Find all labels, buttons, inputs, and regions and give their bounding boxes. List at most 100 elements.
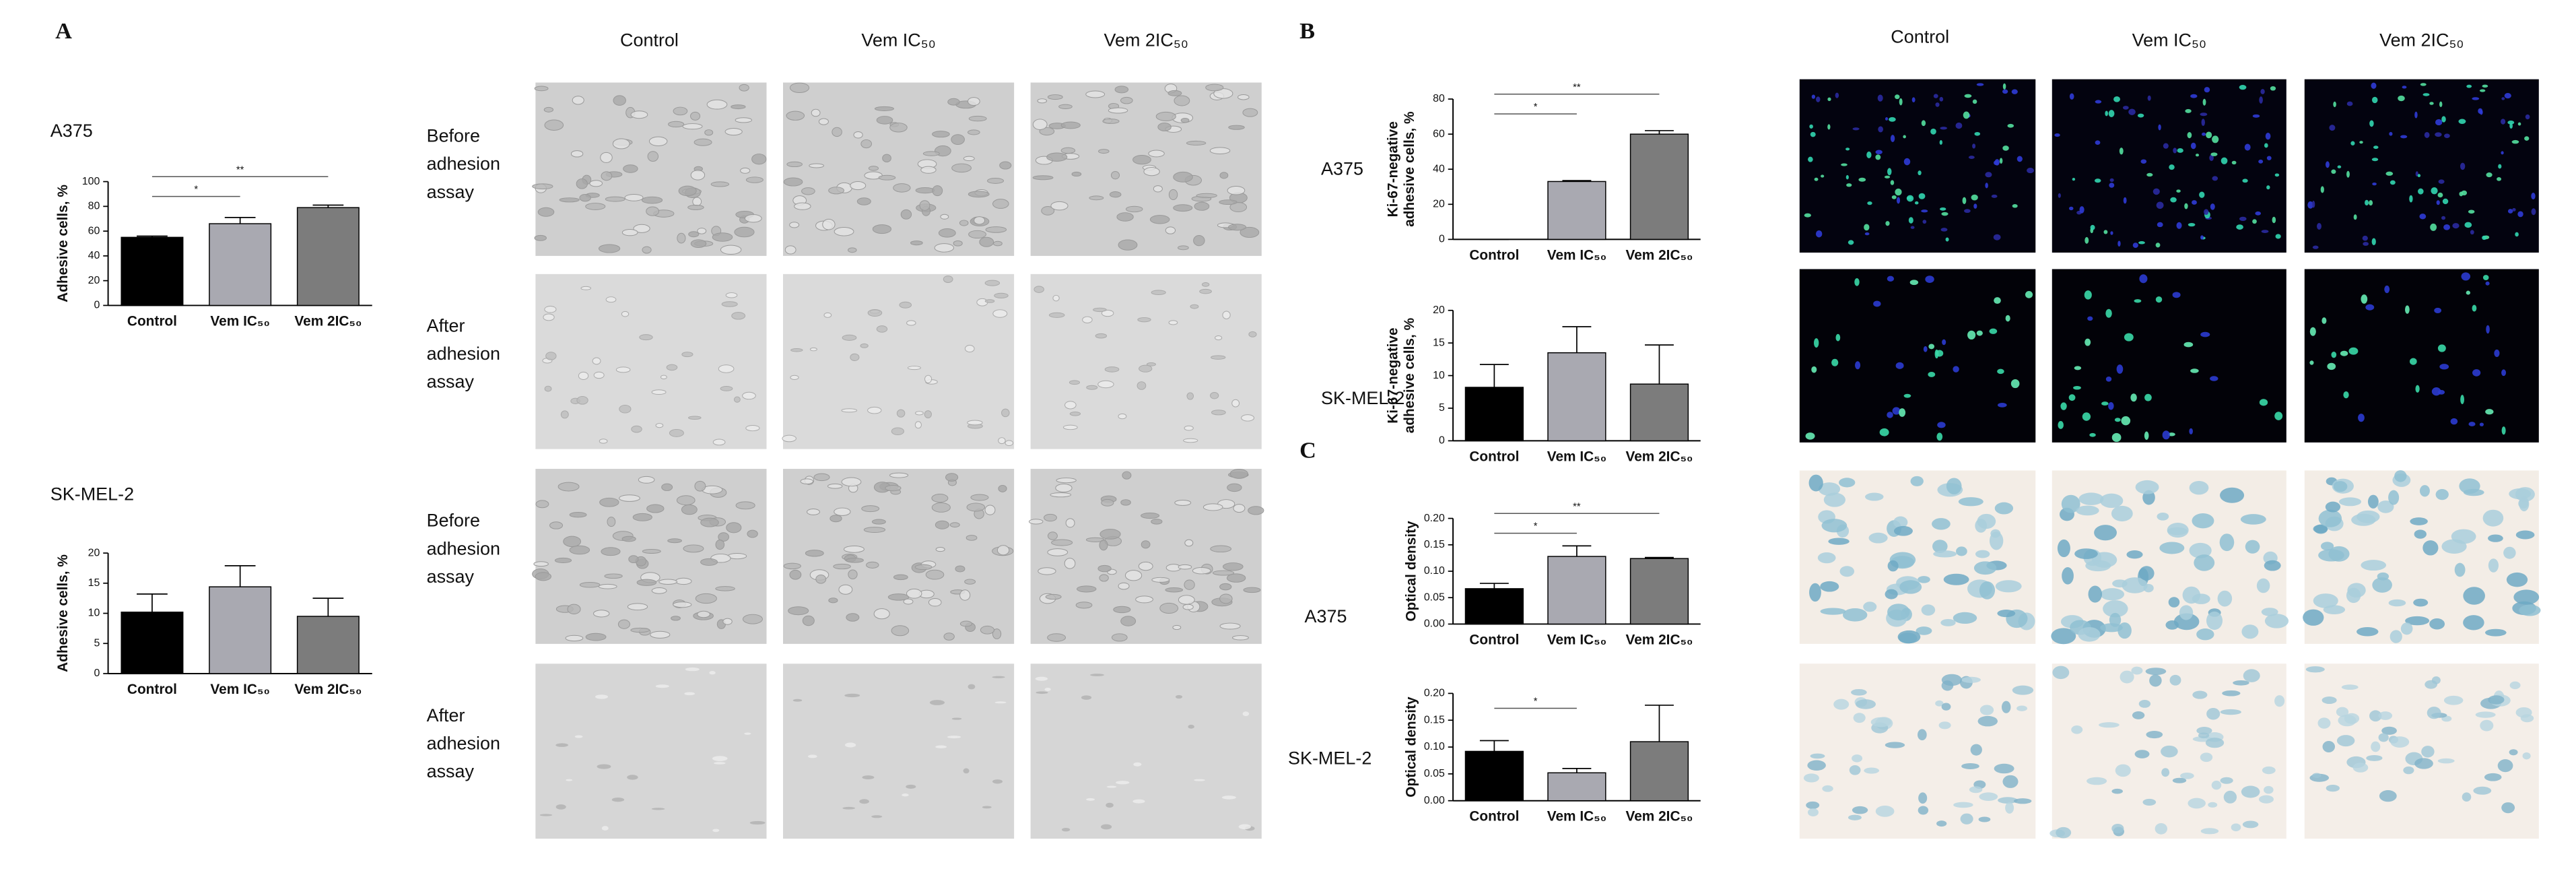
- cell: [1219, 172, 1229, 179]
- cell: [646, 504, 665, 513]
- cell: [2210, 376, 2218, 381]
- cell: [1821, 174, 1825, 178]
- cell: [2058, 421, 2064, 429]
- cell: [1803, 773, 1819, 783]
- cell: [1928, 372, 1936, 377]
- cell: [1928, 344, 1935, 350]
- cell: [2485, 409, 2494, 415]
- cell: [2217, 590, 2233, 607]
- cell: [1242, 108, 1258, 117]
- error-bar: [1645, 556, 1674, 559]
- y-tick-label: 0: [1439, 234, 1445, 245]
- cell: [2340, 350, 2348, 356]
- cell: [2161, 768, 2170, 777]
- cell: [2204, 209, 2209, 215]
- cell: [2128, 108, 2136, 115]
- cell: [889, 472, 909, 478]
- cell: [2403, 766, 2414, 775]
- cell: [1969, 786, 1983, 793]
- x-tick-label: Vem IC₅₀: [1547, 632, 1606, 647]
- cell: [2132, 242, 2138, 249]
- cell: [1877, 94, 1883, 102]
- cell: [2461, 272, 2471, 281]
- cell: [1178, 595, 1195, 605]
- chart-title: A375: [1321, 159, 1363, 179]
- cell: [2501, 802, 2515, 814]
- cell: [1953, 366, 1959, 372]
- cell: [2087, 316, 2093, 321]
- bar: [121, 612, 184, 674]
- cell: [2219, 533, 2235, 552]
- cell: [1167, 90, 1182, 96]
- bar: [1464, 387, 1524, 442]
- cell: [1808, 474, 1823, 492]
- cell: [2439, 101, 2443, 108]
- cell: [2373, 145, 2379, 150]
- cell: [878, 174, 896, 181]
- cell: [2056, 827, 2072, 839]
- cell: [2325, 501, 2341, 513]
- cell: [1165, 587, 1184, 593]
- cell: [1964, 94, 1972, 98]
- cell: [809, 347, 817, 352]
- micrograph: [535, 273, 767, 449]
- cell: [924, 410, 932, 419]
- cell: [1146, 362, 1156, 366]
- cell: [1809, 583, 1821, 602]
- cell: [1051, 539, 1073, 546]
- cell: [2272, 216, 2276, 224]
- cell: [2512, 207, 2516, 212]
- cell: [1885, 589, 1898, 599]
- cell: [1933, 94, 1938, 98]
- cell: [1873, 300, 1881, 307]
- cell: [2239, 85, 2247, 90]
- cell: [1895, 94, 1900, 100]
- cell: [2124, 333, 2134, 342]
- cell: [841, 477, 862, 487]
- cell: [700, 517, 719, 527]
- cell: [1212, 570, 1235, 576]
- cell: [2507, 120, 2515, 125]
- cell: [1970, 744, 1982, 756]
- y-tick-label: 20: [1433, 304, 1445, 316]
- cell: [1233, 504, 1246, 513]
- cell: [2479, 89, 2486, 92]
- cell: [985, 226, 1007, 233]
- cell: [1831, 358, 1839, 366]
- cell: [2371, 82, 2377, 89]
- cell: [1174, 499, 1192, 506]
- cell: [1851, 688, 1867, 696]
- micrograph: [532, 469, 767, 644]
- cell: [2313, 593, 2338, 608]
- cell: [1997, 402, 2007, 408]
- x-tick-label: Vem IC₅₀: [210, 313, 269, 329]
- cell: [980, 625, 995, 635]
- cell: [853, 131, 863, 139]
- cell: [842, 806, 856, 810]
- cell: [2057, 539, 2070, 558]
- cell: [1815, 230, 1823, 238]
- cell: [2002, 145, 2009, 151]
- cell: [2365, 199, 2369, 206]
- cell: [2200, 752, 2213, 763]
- cell: [1979, 705, 1994, 715]
- cell: [589, 180, 603, 187]
- cell: [2060, 402, 2067, 410]
- cell: [595, 694, 609, 699]
- cell: [2131, 666, 2143, 675]
- cell: [834, 227, 854, 236]
- cell: [1190, 304, 1199, 309]
- cell: [1223, 562, 1244, 571]
- cell: [786, 161, 803, 168]
- cell: [2195, 154, 2200, 157]
- cell: [621, 536, 636, 542]
- cell: [885, 485, 902, 492]
- cell: [832, 127, 842, 137]
- micrograph-bg: [1799, 79, 2036, 253]
- cell: [1075, 602, 1093, 609]
- cell: [1086, 798, 1095, 801]
- cell: [1854, 278, 1860, 286]
- cell: [1081, 695, 1092, 700]
- cell: [2126, 550, 2143, 559]
- cell: [924, 375, 933, 383]
